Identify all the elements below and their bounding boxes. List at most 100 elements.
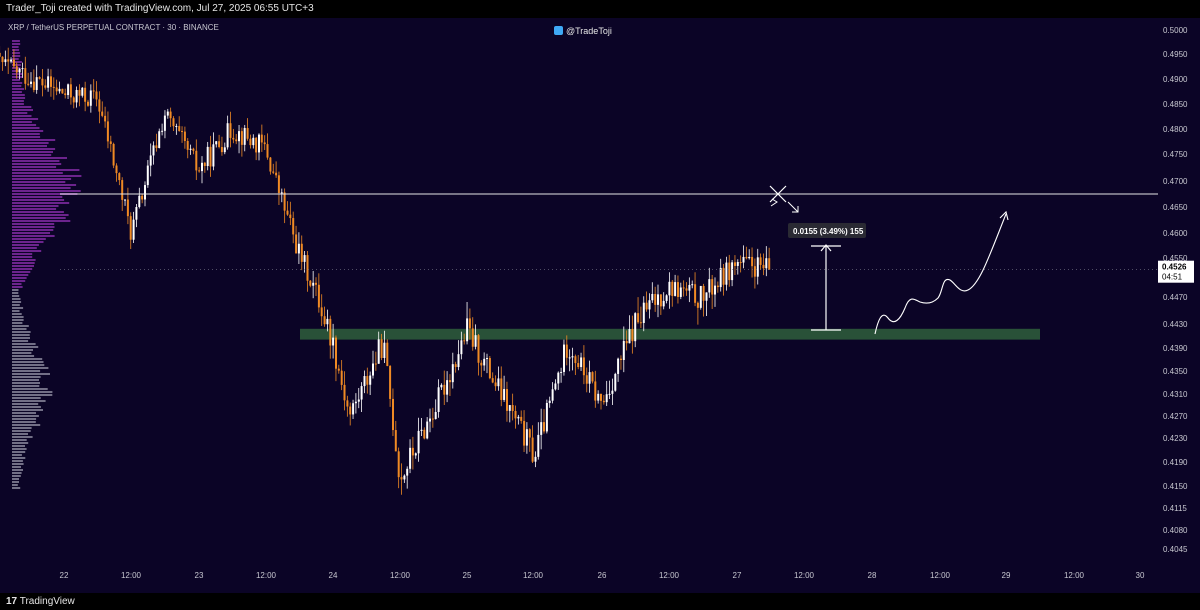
candle-body [625,340,628,344]
candle-body [468,318,471,329]
volume-profile-bar [12,352,32,354]
volume-profile-bar [12,193,78,195]
volume-profile-bar [12,319,24,321]
volume-profile-bar [12,142,49,144]
candle-body [719,267,722,288]
candle-body [69,84,72,98]
candle-body [642,302,645,323]
candle-body [1,56,4,63]
volume-profile-bar [12,475,21,477]
candle-body [235,139,238,142]
candle-body [457,354,460,368]
annotations[interactable]: 0.0155 (3.49%) 155 [769,185,1009,335]
candle-body [47,76,50,88]
candle-body [551,389,554,401]
volume-profile-bar [12,253,33,255]
projection-arrow-icon [999,210,1009,221]
candle-body [346,400,349,407]
candle-body [295,234,298,254]
candle-body [286,210,289,215]
candle-body [394,430,397,452]
candle-body [426,421,429,439]
x-tick-label: 27 [733,571,742,580]
price-chart[interactable]: 0.0155 (3.49%) 155 0.5000 0.4950 0.4900 0.4… [0,18,1200,593]
candle-body [158,131,161,148]
candle-body [198,170,201,172]
candle-body [497,378,500,387]
candle-body [645,302,648,310]
volume-profile-bar [12,223,55,225]
volume-profile-bar [12,181,66,183]
candle-body [560,371,563,373]
candle-body [240,131,243,145]
volume-profile-bar [12,463,24,465]
candle-body [597,393,600,401]
candle-body [366,376,369,385]
volume-profile-bar [12,97,26,99]
candle-body [745,256,748,259]
candle-body [389,365,392,399]
volume-profile-bar [12,217,66,219]
candle-body [75,89,78,103]
candle-body [289,214,292,219]
volume-profile-bar [12,61,22,63]
volume-profile-bar [12,55,21,57]
volume-profile-bar [12,382,40,384]
candle-body [600,393,602,401]
candle-body [420,429,423,431]
volume-profile-bar [12,439,27,441]
candle-body [440,384,443,388]
candle-body [500,378,503,400]
chart-area[interactable]: 0.0155 (3.49%) 155 0.5000 0.4950 0.4900 0.4… [0,18,1200,593]
x-tick-label: 12:00 [1064,571,1085,580]
candle-body [27,83,30,85]
volume-profile-bar [12,127,40,129]
candle-body [10,59,13,62]
candle-body [303,255,306,262]
volume-profile-bar [12,244,39,246]
volume-profile-bar [12,154,52,156]
volume-profile-bar [12,196,63,198]
volume-profile-bar [12,151,53,153]
volume-profile-bar [12,73,23,75]
candle-body [67,84,70,96]
watermark-text: @TradeToji [566,26,612,36]
candle-body [84,87,87,102]
candle-body [226,123,229,148]
candle-body [81,87,84,96]
candle-body [520,416,523,421]
candle-body [591,372,594,382]
volume-profile-bar [12,376,41,378]
candle-body [694,284,697,303]
candle-body [212,144,215,167]
x-axis[interactable]: 22 12:00 23 12:00 24 12:00 25 12:00 26 12:00 27 12:… [60,571,1145,580]
volume-profile-bar [12,343,36,345]
volume-profile-bar [12,94,25,96]
volume-profile-bar [12,157,67,159]
candle-body [87,101,89,106]
candle-body [648,300,651,310]
candle-body [50,76,52,87]
volume-profile-bar [12,178,72,180]
rejection-arrow [787,201,799,213]
candle-body [18,68,21,73]
volume-profile-bar [12,379,39,381]
candle-body [639,322,642,324]
candle-body [323,316,326,325]
volume-profile-bar [12,280,26,282]
x-tick-label: 25 [463,571,472,580]
volume-profile [12,40,82,489]
candle-body [657,294,659,305]
candle-body [129,216,132,240]
volume-profile-bar [12,358,43,360]
candle-body [297,243,300,254]
volume-profile-bar [12,232,50,234]
level-lines[interactable] [60,193,1158,270]
candle-body [58,88,61,92]
y-axis[interactable]: 0.5000 0.4950 0.4900 0.4850 0.4800 0.4750 0.47… [1158,26,1194,554]
candle-body [112,143,115,166]
volume-profile-bar [12,241,44,243]
candle-body [337,368,340,371]
y-tick-label: 0.4430 [1163,320,1188,329]
volume-profile-bar [12,139,56,141]
